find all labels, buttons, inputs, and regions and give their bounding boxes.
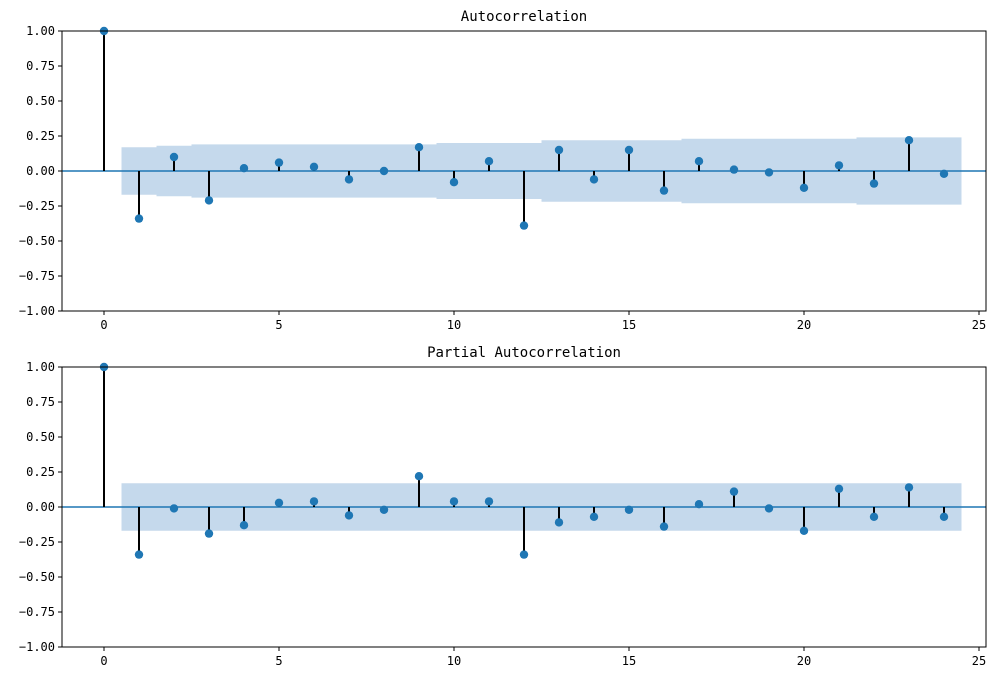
pacf-point-lag-14 [589, 512, 599, 521]
acf-ytick-label: 0.25 [26, 129, 55, 143]
acf-point-lag-15 [624, 145, 634, 155]
pacf-xtick-label: 5 [275, 654, 282, 668]
acf-point-lag-5 [274, 158, 284, 167]
pacf-point-lag-2 [169, 504, 179, 513]
acf-xtick-label: 15 [622, 318, 636, 332]
pacf-point-lag-16 [659, 522, 669, 531]
acf-point-lag-3 [204, 196, 214, 205]
acf-xtick-label: 25 [972, 318, 986, 332]
pacf-point-lag-3 [204, 529, 214, 538]
pacf-point-lag-22 [869, 512, 879, 521]
acf-ytick-label: 0.75 [26, 59, 55, 73]
pacf-ytick-label: −0.25 [19, 535, 55, 549]
acf-point-lag-23 [904, 136, 914, 145]
pacf-xtick-label: 15 [622, 654, 636, 668]
acf-ytick-label: −0.75 [19, 269, 55, 283]
pacf-ytick-label: 0.75 [26, 395, 55, 409]
pacf-ytick-label: 0.00 [26, 500, 55, 514]
acf-point-lag-9 [414, 143, 424, 152]
autocorrelation-panel: −1.00 −0.75 −0.50 −0.25 0.00 0.25 0.50 0.75 1.00… [19, 9, 987, 332]
acf-point-lag-2 [169, 152, 179, 162]
pacf-ytick-label: 1.00 [26, 360, 55, 374]
autocorrelation-title: Autocorrelation [461, 9, 587, 25]
pacf-ytick-label: −0.75 [19, 605, 55, 619]
pacf-point-lag-19 [764, 504, 774, 513]
acf-xtick-label: 0 [100, 318, 107, 332]
pacf-point-lag-7 [344, 511, 354, 520]
pacf-xtick-label: 10 [447, 654, 461, 668]
pacf-ytick-label: −0.50 [19, 570, 55, 584]
partial-autocorrelation-title: Partial Autocorrelation [427, 345, 621, 361]
pacf-ytick-label: 0.25 [26, 465, 55, 479]
pacf-ytick-label: −1.00 [19, 640, 55, 654]
acf-xtick-label: 5 [275, 318, 282, 332]
acf-point-lag-11 [484, 157, 494, 166]
pacf-point-lag-17 [694, 500, 704, 509]
acf-xtick-label: 20 [797, 318, 811, 332]
pacf-point-lag-13 [554, 518, 564, 527]
pacf-point-lag-23 [904, 483, 914, 492]
acf-point-lag-20 [799, 183, 809, 192]
pacf-point-lag-21 [834, 484, 844, 493]
pacf-point-lag-4 [239, 521, 249, 530]
pacf-point-lag-11 [484, 497, 494, 506]
pacf-point-lag-15 [624, 505, 634, 514]
pacf-point-lag-24 [939, 512, 949, 521]
acf-point-lag-6 [309, 162, 319, 171]
acf-ytick-label: −0.25 [19, 199, 55, 213]
acf-ytick-label: −1.00 [19, 304, 55, 318]
pacf-xtick-label: 0 [100, 654, 107, 668]
acf-point-lag-7 [344, 175, 354, 184]
acf-point-lag-8 [379, 166, 389, 176]
pacf-point-lag-20 [799, 526, 809, 535]
pacf-point-lag-12 [519, 550, 529, 559]
acf-ytick-label: −0.50 [19, 234, 55, 248]
pacf-point-lag-5 [274, 498, 284, 507]
acf-point-lag-1 [134, 214, 144, 223]
acf-point-lag-4 [239, 164, 249, 173]
pacf-ytick-label: 0.50 [26, 430, 55, 444]
acf-point-lag-21 [834, 161, 844, 170]
acf-ytick-label: 0.50 [26, 94, 55, 108]
acf-ytick-label: 1.00 [26, 24, 55, 38]
acf-point-lag-10 [449, 178, 459, 187]
pacf-xtick-label: 25 [972, 654, 986, 668]
pacf-xtick-label: 20 [797, 654, 811, 668]
pacf-point-lag-6 [309, 497, 319, 506]
pacf-point-lag-1 [134, 550, 144, 559]
acf-point-lag-13 [554, 145, 564, 155]
pacf-point-lag-18 [729, 487, 739, 496]
partial-autocorrelation-panel: −1.00 −0.75 −0.50 −0.25 0.00 0.25 0.50 0.75 1.00… [19, 345, 987, 668]
acf-point-lag-14 [589, 175, 599, 184]
acf-point-lag-12 [519, 221, 529, 230]
pacf-point-lag-9 [414, 472, 424, 481]
acf-point-lag-24 [939, 169, 949, 178]
acf-point-lag-18 [729, 165, 739, 174]
acf-point-lag-22 [869, 179, 879, 188]
acf-point-lag-16 [659, 186, 669, 195]
pacf-point-lag-8 [379, 505, 389, 514]
acf-point-lag-19 [764, 168, 774, 177]
acf-point-lag-17 [694, 157, 704, 166]
acf-ytick-label: 0.00 [26, 164, 55, 178]
acf-xtick-label: 10 [447, 318, 461, 332]
pacf-point-lag-10 [449, 497, 459, 506]
